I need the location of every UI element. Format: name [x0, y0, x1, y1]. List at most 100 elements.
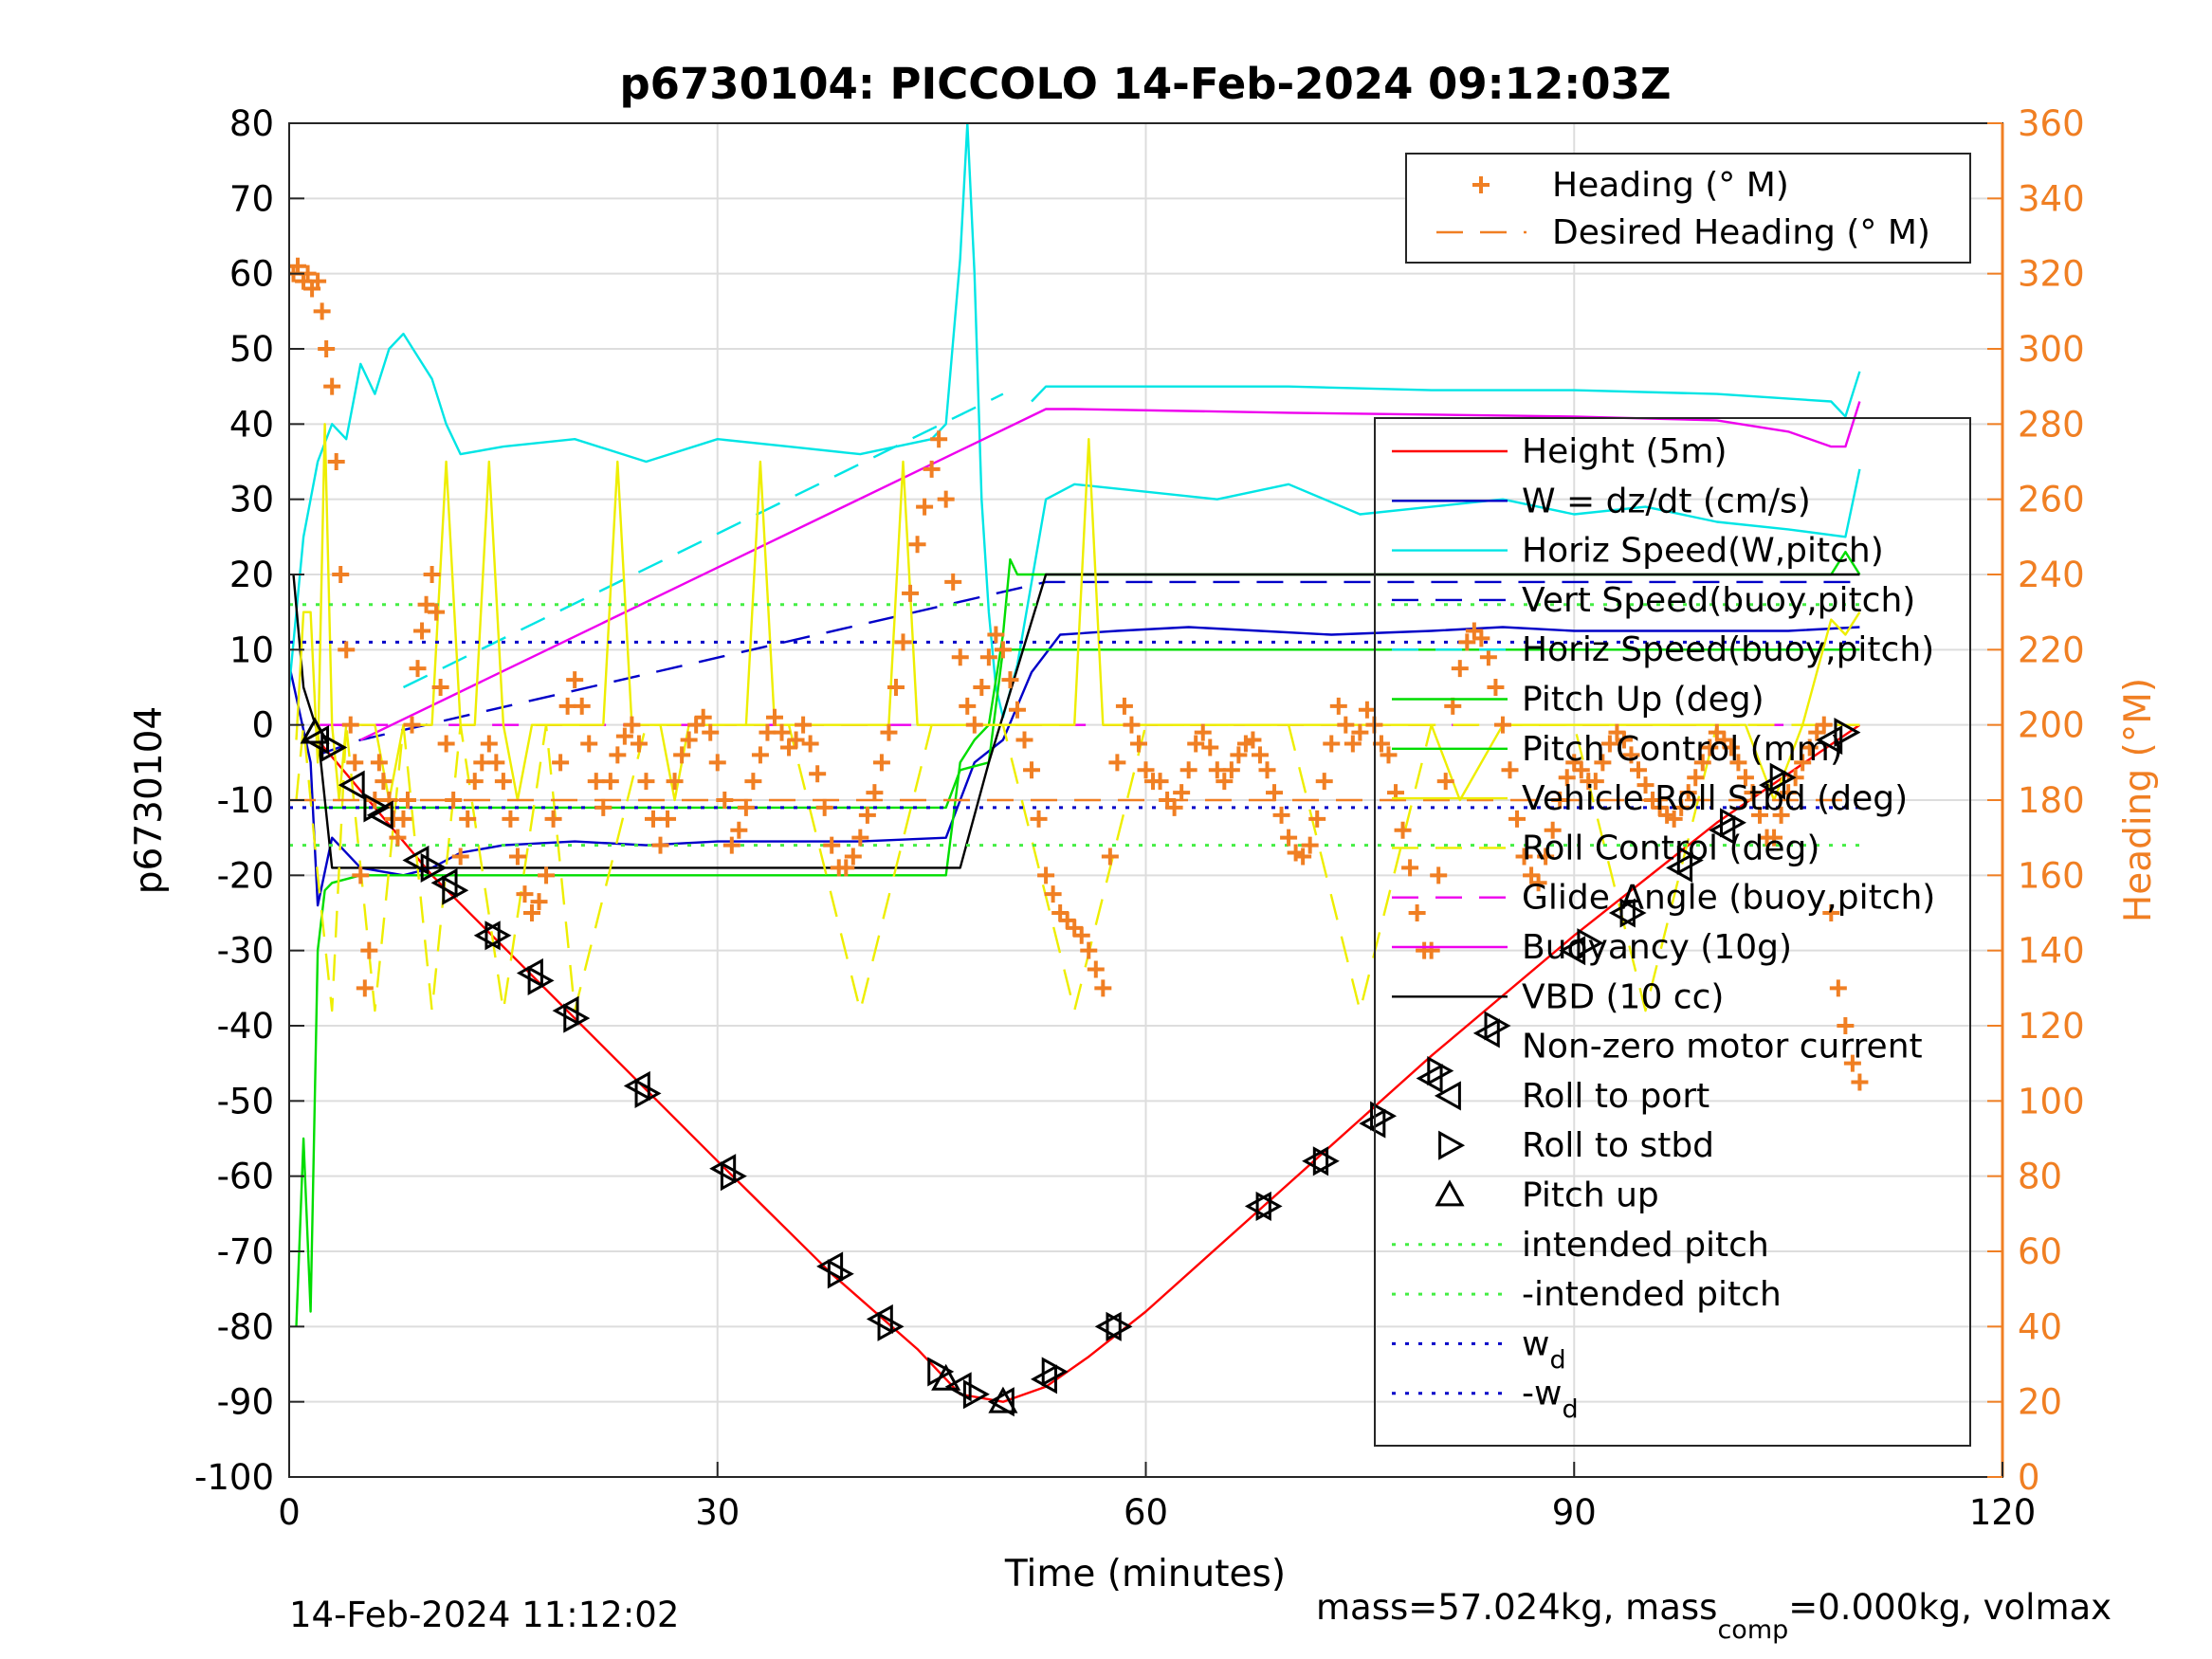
heading-point [609, 746, 627, 764]
legend-main: Height (5m) W = dz/dt (cm/s) Horiz Speed(W… [1374, 417, 1971, 1447]
legend-entry-vehicle-roll-stbd-deg: Vehicle Roll Stbd (deg) [1522, 779, 1908, 818]
heading-point [423, 566, 441, 583]
roll-to-port-marker [1094, 1311, 1122, 1341]
y-tick-label: -70 [217, 1231, 274, 1272]
legend-entry-height-5m: Height (5m) [1522, 432, 1728, 471]
y-axis-label: p6730104 [128, 706, 171, 894]
x-tick-label: 60 [1124, 1492, 1168, 1533]
heading-point [487, 754, 505, 772]
legend-entry-text: Glide Angle (buoy,pitch) [1522, 879, 1935, 918]
heading-point [480, 735, 498, 753]
legend-entry-text: Horiz Speed(buoy,pitch) [1522, 630, 1934, 669]
heading-point [1586, 773, 1604, 791]
heading-point [1001, 671, 1019, 689]
heading-point [1251, 746, 1269, 764]
roll-to-stbd-marker [877, 1311, 905, 1341]
roll-to-stbd-marker [563, 1003, 591, 1033]
heading-layer [289, 257, 1869, 1091]
legend-entry-text: Roll to stbd [1522, 1126, 1714, 1165]
heading-point [1179, 761, 1197, 779]
heading-point [1744, 784, 1762, 802]
y-tick-label: 60 [229, 254, 274, 295]
y-axis-ticks: 80 70 60 50 40 30 20 10 0 -10 -20 -30 -40 -50 -60 -70 -8… [194, 103, 304, 1498]
heading-point [987, 626, 1005, 644]
heading-point [544, 810, 562, 828]
heading-point [1851, 1073, 1869, 1091]
y-tick-label: -30 [217, 931, 274, 972]
y-tick-label: 80 [229, 103, 274, 144]
legend-entry-vert-speed-buoy-pitch: Vert Speed(buoy,pitch) [1522, 581, 1915, 620]
roll-to-port-marker [1244, 1191, 1271, 1221]
legend-entry-buoyancy-10g: Buoyancy (10g) [1522, 928, 1792, 967]
roll-to-stbd-marker [1106, 1311, 1133, 1341]
heading-point [389, 829, 407, 847]
roll-to-port-marker [709, 1154, 737, 1184]
heading-point [908, 536, 926, 554]
heading-point [1729, 754, 1747, 772]
series-line-horiz-speed-w-pitch [289, 123, 1861, 719]
y2-tick-label: 300 [2018, 329, 2085, 370]
heading-point [1451, 660, 1469, 678]
heading-point [1815, 716, 1833, 734]
heading-point [759, 723, 777, 741]
heading-point [751, 746, 769, 764]
roll-to-port-marker [944, 1372, 972, 1402]
footer-mass-sub: comp [1717, 1615, 1788, 1645]
legend-entry-desired-heading-m: Desired Heading (° M) [1552, 213, 1930, 252]
x-tick-label: 120 [1969, 1492, 2037, 1533]
pitch-up-marker [931, 1363, 961, 1391]
heading-point [352, 866, 370, 884]
legend-entry-horiz-speed-buoy-pitch: Horiz Speed(buoy,pitch) [1522, 630, 1934, 669]
heading-point [417, 595, 435, 613]
heading-point [1123, 716, 1141, 734]
roll-to-port-marker [1816, 724, 1843, 756]
heading-point [1037, 866, 1055, 884]
y-tick-label: -60 [217, 1157, 274, 1197]
heading-point [341, 716, 359, 734]
x-tick-label: 30 [695, 1492, 740, 1533]
roll-to-stbd-marker [1676, 845, 1704, 876]
roll-to-stbd-marker [1769, 762, 1797, 793]
heading-point [615, 727, 633, 745]
y-tick-label: -10 [217, 780, 274, 821]
heading-point [332, 566, 350, 583]
heading-point [1394, 821, 1412, 839]
y2-tick-label: 180 [2018, 780, 2085, 821]
legend-entry-text: Roll to port [1522, 1077, 1709, 1116]
heading-point [1679, 784, 1697, 802]
heading-point [437, 735, 455, 753]
legend-entry-text: Pitch Control (mm) [1522, 730, 1843, 769]
roll-to-port-marker [473, 921, 501, 951]
legend-entry-intended-pitch: intended pitch [1522, 1226, 1769, 1265]
heading-point [580, 735, 598, 753]
heading-point [1230, 746, 1248, 764]
heading-point [346, 754, 364, 772]
y2-tick-label: 160 [2018, 855, 2085, 896]
roll-to-stbd-marker [1370, 1101, 1398, 1131]
heading-point [398, 792, 416, 809]
heading-point [1015, 731, 1033, 749]
heading-point [466, 773, 484, 791]
roll-to-port-marker [623, 1070, 650, 1102]
footer-mass: mass=57.024kg, masscomp=0.000kg, volmax [1316, 1587, 2111, 1645]
roll-to-stbd-marker [1577, 928, 1604, 958]
heading-point [1008, 701, 1026, 719]
heading-point [887, 679, 905, 696]
y2-tick-label: 200 [2018, 705, 2085, 746]
legend-entry-heading-m: Heading (° M) [1552, 166, 1789, 205]
roll-to-port-marker [1416, 1063, 1443, 1094]
heading-point [318, 340, 336, 357]
heading-point [1508, 810, 1526, 828]
heading-point [313, 302, 331, 320]
footer-mass-a: mass=57.024kg, mass [1316, 1587, 1717, 1628]
heading-point [659, 810, 677, 828]
y2-tick-label: 360 [2018, 103, 2085, 144]
heading-point [1843, 1054, 1861, 1072]
heading-point [356, 979, 374, 997]
legend-entry-roll-to-stbd: Roll to stbd [1522, 1126, 1714, 1165]
roll-to-port-marker [987, 1387, 1015, 1417]
heading-point [979, 648, 997, 666]
heading-point [1472, 629, 1490, 647]
heading-point [708, 754, 726, 772]
roll-to-stbd-marker [320, 732, 348, 763]
